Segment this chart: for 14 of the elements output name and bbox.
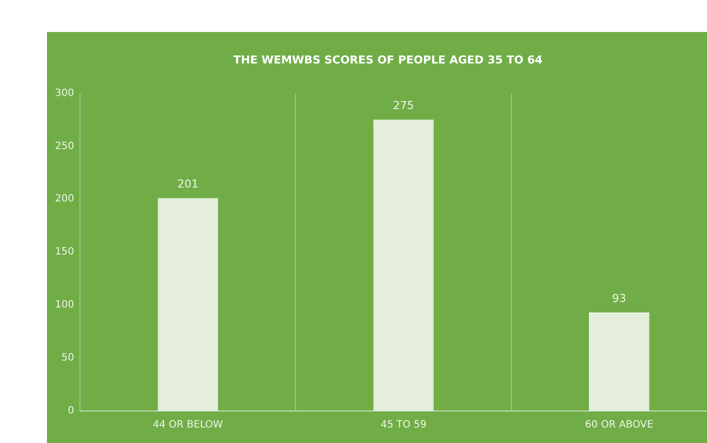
data-label: 201 <box>177 177 198 190</box>
y-tick-label: 250 <box>54 140 74 152</box>
x-tick-label: 60 OR ABOVE <box>585 420 654 431</box>
data-label: 93 <box>612 292 626 305</box>
y-tick-label: 150 <box>54 246 74 258</box>
y-tick-label: 50 <box>61 352 74 364</box>
y-tick-label: 100 <box>54 300 74 311</box>
x-tick-label: 45 TO 59 <box>380 420 426 431</box>
y-tick-label: 0 <box>68 406 74 417</box>
chart-title: THE WEMWBS SCORES OF PEOPLE AGED 35 TO 64 <box>233 53 543 66</box>
y-tick-label: 200 <box>54 194 74 205</box>
data-label: 275 <box>393 99 414 112</box>
x-tick-label: 44 OR BELOW <box>152 420 224 431</box>
y-tick-label: 300 <box>54 88 74 99</box>
